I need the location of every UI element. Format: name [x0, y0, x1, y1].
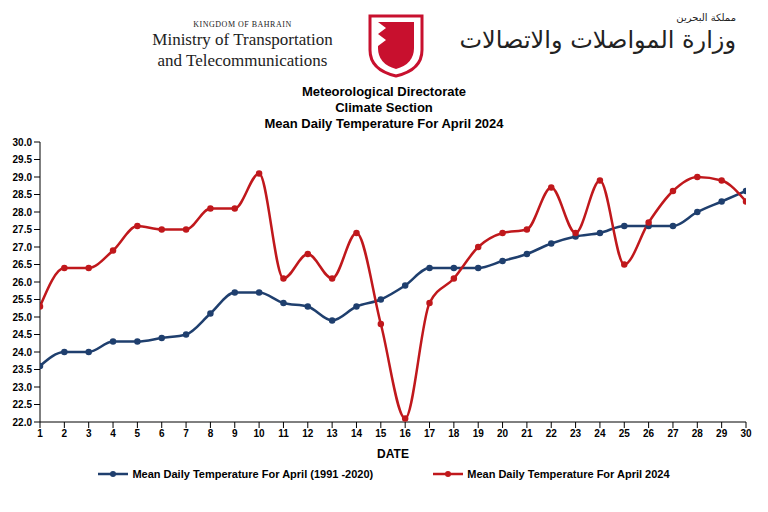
- svg-text:27.5: 27.5: [13, 224, 33, 235]
- html-text:وزارة المواصلات والاتصالات: وزارة المواصلات والاتصالات: [459, 26, 736, 54]
- svg-text:6: 6: [159, 428, 165, 439]
- svg-text:24: 24: [594, 428, 606, 439]
- svg-text:30: 30: [740, 428, 752, 439]
- svg-text:1: 1: [37, 428, 43, 439]
- html-text:KINGDOM OF BAHRAIN: KINGDOM OF BAHRAIN: [193, 20, 292, 29]
- html-text:and Telecommunications: and Telecommunications: [157, 51, 328, 70]
- html-text:مملكة البحرين: مملكة البحرين: [676, 12, 736, 23]
- svg-text:28.5: 28.5: [13, 189, 33, 200]
- svg-text:27.0: 27.0: [13, 242, 33, 253]
- svg-text:15: 15: [375, 428, 387, 439]
- svg-text:28.0: 28.0: [13, 207, 33, 218]
- svg-text:13: 13: [327, 428, 339, 439]
- svg-text:29.0: 29.0: [13, 172, 33, 183]
- svg-text:22.0: 22.0: [13, 417, 33, 428]
- svg-text:25.5: 25.5: [13, 294, 33, 305]
- svg-text:29: 29: [716, 428, 728, 439]
- svg-text:9: 9: [232, 428, 238, 439]
- svg-text:23.5: 23.5: [13, 364, 33, 375]
- svg-text:24.5: 24.5: [13, 329, 33, 340]
- svg-text:17: 17: [424, 428, 436, 439]
- svg-text:4: 4: [110, 428, 116, 439]
- svg-text:29.5: 29.5: [13, 154, 33, 165]
- svg-text:26: 26: [643, 428, 655, 439]
- html-text:Ministry of Transportation: Ministry of Transportation: [152, 30, 333, 49]
- svg-text:22.5: 22.5: [13, 399, 33, 410]
- html-text:Mean Daily Temperature For Apr: Mean Daily Temperature For April (1991 -…: [132, 468, 374, 480]
- svg-text:22: 22: [546, 428, 558, 439]
- svg-text:28: 28: [692, 428, 704, 439]
- svg-text:2: 2: [62, 428, 68, 439]
- svg-text:19: 19: [473, 428, 485, 439]
- svg-text:3: 3: [86, 428, 92, 439]
- svg-text:10: 10: [254, 428, 266, 439]
- svg-text:14: 14: [351, 428, 363, 439]
- svg-text:23.0: 23.0: [13, 382, 33, 393]
- svg-text:23: 23: [570, 428, 582, 439]
- html-text:Mean Daily Temperature For Apr: Mean Daily Temperature For April 2024: [467, 468, 670, 480]
- svg-text:25: 25: [619, 428, 631, 439]
- svg-text:20: 20: [497, 428, 509, 439]
- svg-text:8: 8: [208, 428, 214, 439]
- svg-text:30.0: 30.0: [13, 137, 33, 148]
- svg-text:16: 16: [400, 428, 412, 439]
- svg-text:7: 7: [183, 428, 189, 439]
- html-text:Meteorological Directorate: Meteorological Directorate: [302, 84, 466, 99]
- html-text:Mean Daily Temperature For Apr: Mean Daily Temperature For April 2024: [264, 116, 504, 131]
- svg-text:11: 11: [278, 428, 289, 439]
- html-text:Climate Section: Climate Section: [335, 100, 433, 115]
- svg-text:5: 5: [135, 428, 141, 439]
- svg-text:12: 12: [302, 428, 314, 439]
- svg-text:27: 27: [667, 428, 679, 439]
- svg-text:25.0: 25.0: [13, 312, 33, 323]
- svg-text:26.5: 26.5: [13, 259, 33, 270]
- svg-text:24.0: 24.0: [13, 347, 33, 358]
- svg-text:26.0: 26.0: [13, 277, 33, 288]
- svg-text:DATE: DATE: [377, 447, 409, 458]
- svg-text:18: 18: [448, 428, 460, 439]
- svg-text:21: 21: [521, 428, 533, 439]
